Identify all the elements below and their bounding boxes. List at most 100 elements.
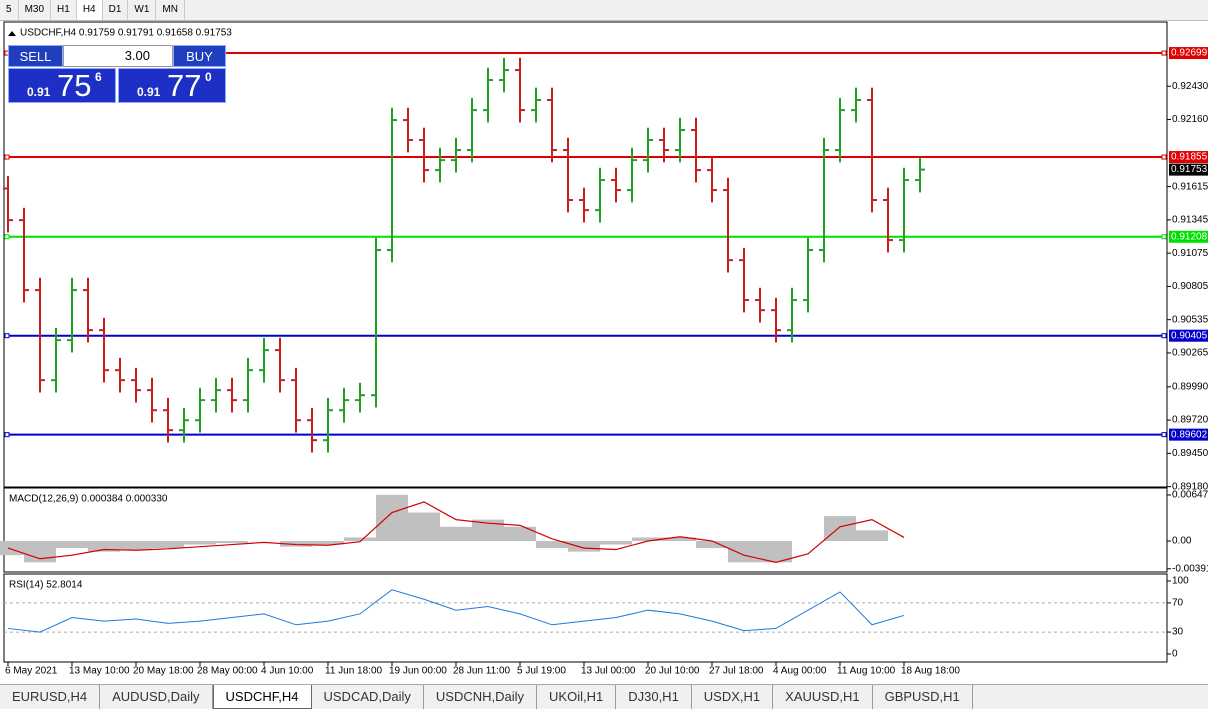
y-tick-label: 0.90265 xyxy=(1172,348,1208,359)
last-price-box xyxy=(1169,163,1208,176)
bid-big: 75 xyxy=(57,68,92,103)
x-tick-label: 19 Jun 00:00 xyxy=(389,666,447,677)
x-tick-label: 28 May 00:00 xyxy=(197,666,258,677)
ask-big: 77 xyxy=(167,68,202,103)
bid-prefix: 0.91 xyxy=(27,85,51,99)
macd-bar xyxy=(0,540,24,556)
y-tick-label: 0.90805 xyxy=(1172,281,1208,292)
chart-tab[interactable]: USDCAD,Daily xyxy=(312,685,424,709)
y-tick-label: 0.90535 xyxy=(1172,314,1208,325)
price-line-handle xyxy=(4,432,10,438)
panel-title: USDCHF,H4 0.91759 0.91791 0.91658 0.9175… xyxy=(20,28,232,39)
y-tick-label: 0 xyxy=(1172,649,1178,660)
buy-button[interactable]: BUY xyxy=(173,45,226,67)
ask-prefix: 0.91 xyxy=(137,85,161,99)
macd-bar xyxy=(472,519,504,541)
timeframe-button[interactable]: D1 xyxy=(103,0,129,20)
x-tick-label: 5 Jul 19:00 xyxy=(517,666,566,677)
lots-input[interactable]: 3.00 xyxy=(63,45,173,67)
price-label: 0.91855 xyxy=(1171,152,1208,163)
macd-bar xyxy=(408,512,440,541)
chart-tab[interactable]: USDCNH,Daily xyxy=(424,685,538,709)
panel-title: RSI(14) 52.8014 xyxy=(9,580,83,591)
price-line-handle xyxy=(1161,234,1167,240)
price-line-handle xyxy=(4,154,10,160)
y-tick-label: 0.89990 xyxy=(1172,381,1208,392)
macd-bar xyxy=(632,537,664,541)
panel-frame xyxy=(3,573,1168,663)
panel-frame xyxy=(3,21,1168,488)
timeframe-button[interactable]: H4 xyxy=(76,0,103,20)
macd-bar xyxy=(568,540,600,552)
bid-small: 6 xyxy=(95,70,102,84)
chart-tab[interactable]: XAUUSD,H1 xyxy=(773,685,873,709)
price-label: 0.91208 xyxy=(1171,231,1208,242)
macd-bar xyxy=(504,526,536,541)
y-tick-label: 0.91345 xyxy=(1172,215,1208,226)
price-line-handle xyxy=(4,333,10,339)
x-tick-label: 28 Jun 11:00 xyxy=(453,666,511,677)
macd-bar xyxy=(376,494,408,541)
price-label-box xyxy=(1169,230,1208,243)
y-tick-label: 0.89720 xyxy=(1172,415,1208,426)
timeframe-button[interactable]: W1 xyxy=(128,0,157,20)
timeframe-button[interactable]: H1 xyxy=(51,0,77,20)
timeframe-toolbar: 5 M30 H1 H4 D1 W1 MN xyxy=(0,0,1208,21)
price-line-handle xyxy=(1161,333,1167,339)
price-label: 0.90405 xyxy=(1171,330,1208,341)
x-tick-label: 13 May 10:00 xyxy=(69,666,130,677)
macd-bar xyxy=(216,540,248,544)
macd-signal xyxy=(7,501,905,563)
x-tick-label: 4 Jun 10:00 xyxy=(261,666,314,677)
price-label: 0.89602 xyxy=(1171,429,1208,440)
y-tick-label: 0.89450 xyxy=(1172,448,1208,459)
rsi-line xyxy=(7,589,905,633)
trade-panel: SELL 3.00 BUY 0.91 75 6 0.91 77 0 xyxy=(8,45,226,103)
macd-bar xyxy=(280,540,312,547)
macd-bar xyxy=(56,540,88,549)
y-tick-label: 0.92160 xyxy=(1172,114,1208,125)
timeframe-button[interactable]: M30 xyxy=(19,0,52,20)
chart-tab[interactable]: USDCHF,H4 xyxy=(212,685,312,709)
macd-bar xyxy=(696,540,728,549)
price-label-box xyxy=(1169,151,1208,164)
chart-tab[interactable]: UKOil,H1 xyxy=(537,685,617,709)
y-tick-label: -0.00391 xyxy=(1172,563,1208,574)
x-tick-label: 27 Jul 18:00 xyxy=(709,666,764,677)
macd-bar xyxy=(856,530,888,541)
y-tick-label: 70 xyxy=(1172,598,1184,609)
y-tick-label: 0.91615 xyxy=(1172,181,1208,192)
macd-bar xyxy=(440,526,472,541)
x-tick-label: 18 Aug 18:00 xyxy=(901,666,960,677)
macd-bar xyxy=(312,540,344,545)
chart-tab[interactable]: AUDUSD,Daily xyxy=(100,685,213,709)
panel-title: MACD(12,26,9) 0.000384 0.000330 xyxy=(9,494,168,505)
macd-bar xyxy=(120,540,152,550)
chart-tab[interactable]: GBPUSD,H1 xyxy=(873,685,973,709)
ask-quote[interactable]: 0.91 77 0 xyxy=(118,68,226,103)
macd-bar xyxy=(760,540,792,563)
macd-bar xyxy=(24,540,56,563)
x-tick-label: 13 Jul 00:00 xyxy=(581,666,636,677)
bid-quote[interactable]: 0.91 75 6 xyxy=(8,68,116,103)
y-tick-label: 0.00647 xyxy=(1172,490,1208,501)
x-tick-label: 11 Jun 18:00 xyxy=(325,666,383,677)
macd-bar xyxy=(728,540,760,563)
timeframe-button[interactable]: MN xyxy=(156,0,185,20)
title-arrow xyxy=(8,31,16,36)
macd-bar xyxy=(600,540,632,545)
chart-tab[interactable]: DJ30,H1 xyxy=(616,685,692,709)
y-tick-label: 0.92430 xyxy=(1172,81,1208,92)
chart-tab[interactable]: USDX,H1 xyxy=(692,685,774,709)
y-tick-label: 0.00 xyxy=(1172,536,1192,547)
timeframe-button[interactable]: 5 xyxy=(0,0,19,20)
x-tick-label: 20 May 18:00 xyxy=(133,666,194,677)
price-line-handle xyxy=(1161,50,1167,56)
y-tick-label: 30 xyxy=(1172,627,1184,638)
macd-bar xyxy=(664,537,696,541)
ask-small: 0 xyxy=(205,70,212,84)
chart-tab[interactable]: EURUSD,H4 xyxy=(0,685,101,709)
sell-button[interactable]: SELL xyxy=(8,45,63,67)
